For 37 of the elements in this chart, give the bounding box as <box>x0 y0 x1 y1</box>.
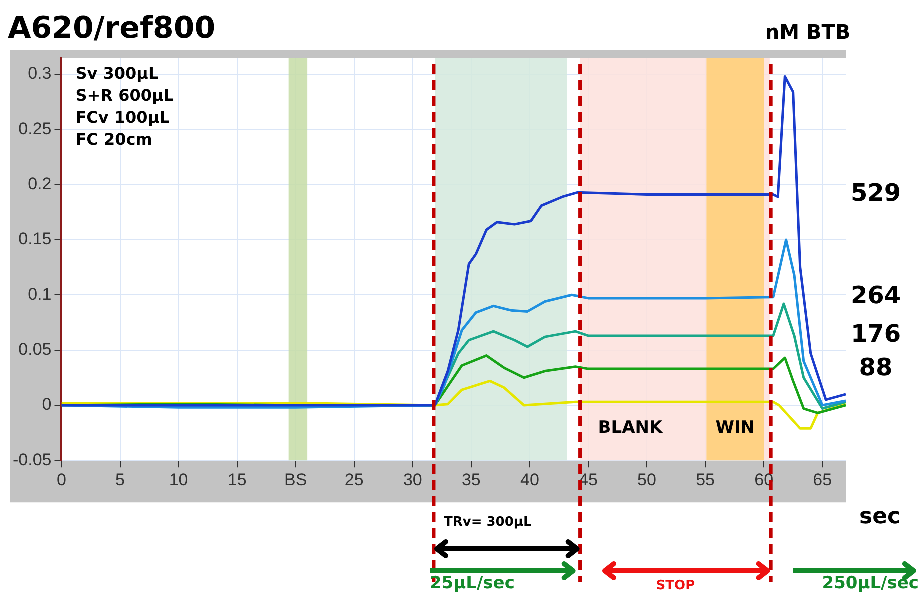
y-tick-label: 0.2 <box>28 174 52 194</box>
series-label: 88 <box>859 353 893 382</box>
y-tick-label: 0.1 <box>28 284 52 304</box>
y-tick-label: 0.05 <box>18 340 52 359</box>
text: TRv= 300µL <box>444 514 532 530</box>
x-tick-label: 65 <box>813 470 832 490</box>
x-tick-label: 50 <box>638 470 656 490</box>
annotation: FC 20cm <box>76 130 152 150</box>
x-tick-label: 35 <box>462 470 481 490</box>
x-tick-label: 15 <box>228 470 247 490</box>
y-tick-label: -0.05 <box>13 450 52 470</box>
chart-title: A620/ref800 <box>8 10 216 46</box>
x-tick-label: 25 <box>344 470 364 490</box>
x-tick-label: 0 <box>57 470 66 490</box>
text: 264 <box>850 282 902 310</box>
text: STOP <box>656 578 696 594</box>
y-tick-label: 0.15 <box>18 230 52 249</box>
text: 529 <box>850 179 902 208</box>
text: 25µL/sec <box>430 573 515 594</box>
y-tick-label: 0.3 <box>28 64 52 84</box>
annotation: Sv 300µL <box>76 64 159 84</box>
x-tick-label: 5 <box>116 470 126 490</box>
x-tick-label: 30 <box>403 470 422 490</box>
legend-title: nM BTB <box>765 20 851 44</box>
text: 250µL/sec <box>822 573 919 594</box>
x-tick-label: 10 <box>169 470 188 490</box>
x-tick-label: 40 <box>520 470 540 490</box>
y-tick-label: 0.25 <box>18 119 52 138</box>
x-tick-label: BS <box>284 470 308 490</box>
band-label: WIN <box>716 418 756 438</box>
annotation: S+R 600µL <box>76 86 174 106</box>
x-tick-label: 55 <box>696 470 715 490</box>
y-tick-label: 0 <box>42 395 52 414</box>
x-axis-title: sec <box>859 504 901 530</box>
text: 176 <box>850 320 902 348</box>
band-label: BLANK <box>598 418 664 438</box>
annotation: FCv 100µL <box>76 108 170 128</box>
